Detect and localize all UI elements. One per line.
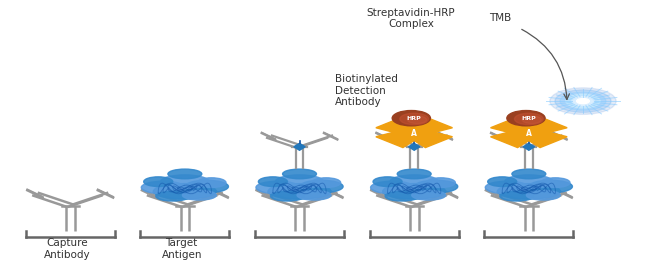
Text: TMB: TMB xyxy=(489,13,512,23)
Circle shape xyxy=(513,126,545,139)
Ellipse shape xyxy=(370,181,414,194)
Ellipse shape xyxy=(486,181,529,194)
Text: A: A xyxy=(411,128,417,138)
Ellipse shape xyxy=(373,177,402,186)
Polygon shape xyxy=(523,143,534,150)
Circle shape xyxy=(392,110,430,126)
Text: HRP: HRP xyxy=(407,116,422,121)
Text: Target
Antigen: Target Antigen xyxy=(161,238,202,260)
Ellipse shape xyxy=(426,178,456,187)
Ellipse shape xyxy=(197,178,226,187)
Ellipse shape xyxy=(414,180,458,193)
Ellipse shape xyxy=(397,169,431,179)
Ellipse shape xyxy=(258,177,287,186)
Polygon shape xyxy=(491,129,537,148)
Ellipse shape xyxy=(512,169,546,179)
Circle shape xyxy=(571,96,595,106)
Ellipse shape xyxy=(488,177,517,186)
Circle shape xyxy=(555,90,611,112)
Circle shape xyxy=(398,126,430,139)
Polygon shape xyxy=(376,129,422,148)
Text: A: A xyxy=(526,128,532,138)
Text: Streptavidin-HRP
Complex: Streptavidin-HRP Complex xyxy=(367,8,455,29)
Ellipse shape xyxy=(141,181,185,194)
Polygon shape xyxy=(406,129,452,148)
Circle shape xyxy=(577,99,590,104)
Polygon shape xyxy=(521,129,567,148)
Ellipse shape xyxy=(297,190,331,200)
Polygon shape xyxy=(406,117,452,135)
Circle shape xyxy=(408,116,426,124)
Ellipse shape xyxy=(185,180,228,193)
Text: HRP: HRP xyxy=(521,116,536,121)
Ellipse shape xyxy=(541,178,570,187)
Ellipse shape xyxy=(183,190,216,200)
Ellipse shape xyxy=(283,169,317,179)
Ellipse shape xyxy=(529,180,573,193)
Ellipse shape xyxy=(385,191,419,201)
Ellipse shape xyxy=(300,180,343,193)
Ellipse shape xyxy=(256,181,300,194)
Ellipse shape xyxy=(504,175,553,188)
Ellipse shape xyxy=(526,190,560,200)
Ellipse shape xyxy=(497,184,560,199)
Ellipse shape xyxy=(153,184,216,199)
Circle shape xyxy=(566,94,600,108)
Ellipse shape xyxy=(311,178,341,187)
Ellipse shape xyxy=(144,177,173,186)
Ellipse shape xyxy=(500,191,534,201)
Polygon shape xyxy=(521,117,567,135)
Text: Capture
Antibody: Capture Antibody xyxy=(44,238,90,260)
Circle shape xyxy=(400,113,428,125)
Polygon shape xyxy=(376,117,422,135)
Ellipse shape xyxy=(156,191,190,201)
Ellipse shape xyxy=(268,184,331,199)
Ellipse shape xyxy=(276,175,324,188)
Text: Biotinylated
Detection
Antibody: Biotinylated Detection Antibody xyxy=(335,74,397,107)
Polygon shape xyxy=(491,117,537,135)
Circle shape xyxy=(550,88,616,114)
Circle shape xyxy=(515,113,543,125)
Polygon shape xyxy=(409,143,420,150)
Ellipse shape xyxy=(168,169,202,179)
Ellipse shape xyxy=(161,175,209,188)
Ellipse shape xyxy=(390,175,438,188)
Ellipse shape xyxy=(383,184,446,199)
Polygon shape xyxy=(294,143,305,150)
Circle shape xyxy=(522,116,541,124)
Circle shape xyxy=(560,92,606,110)
Ellipse shape xyxy=(270,191,304,201)
Ellipse shape xyxy=(411,190,446,200)
Circle shape xyxy=(507,110,545,126)
